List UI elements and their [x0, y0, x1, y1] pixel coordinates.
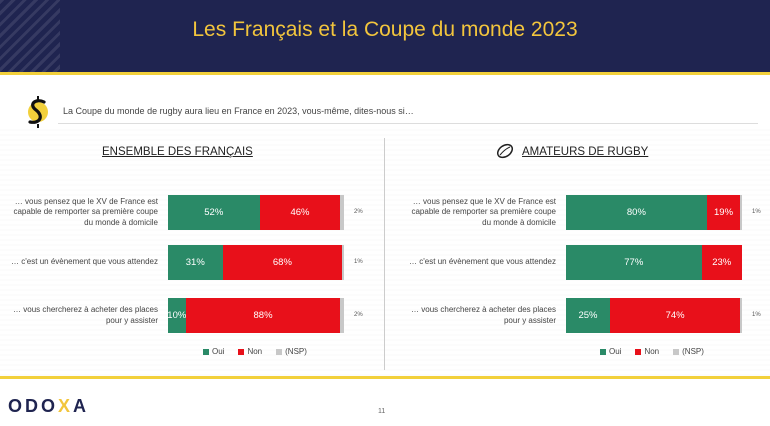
stacked-bar: 25% 74% — [566, 298, 742, 333]
footer-gold-line — [0, 376, 770, 379]
legend-label-non: Non — [644, 347, 660, 356]
category-label-line: pour y assister — [503, 315, 556, 325]
legend-item-oui: Oui — [600, 347, 621, 356]
legend-label-nsp: (NSP) — [682, 347, 704, 356]
bar-segment-oui: 52% — [168, 195, 260, 230]
bar-segment-non: 68% — [222, 245, 343, 280]
legend-swatch-oui — [600, 348, 606, 355]
legend-swatch-non — [635, 348, 642, 355]
category-label-line: capable de remporter sa première coupe — [411, 207, 556, 217]
legend-label-oui: Oui — [609, 347, 622, 356]
bar-segment-nsp — [340, 298, 344, 333]
bar-segment-oui: 80% — [566, 195, 707, 230]
header-banner: Les Français et la Coupe du monde 2023 — [0, 0, 770, 72]
bar-segment-non: 74% — [610, 298, 741, 333]
page-number: 11 — [378, 408, 386, 415]
category-label-line: du monde à domicile — [84, 217, 158, 227]
category-label-line: … vous pensez que le XV de France est — [14, 196, 158, 206]
rugby-ball-icon — [496, 143, 514, 159]
page-title: Les Français et la Coupe du monde 2023 — [192, 18, 578, 41]
survey-question: La Coupe du monde de rugby aura lieu en … — [63, 106, 414, 116]
category-label-line: … vous pensez que le XV de France est — [412, 196, 556, 206]
bar-segment-non: 23% — [701, 245, 742, 280]
legend-label-nsp: (NSP) — [285, 347, 307, 356]
odoxa-s-logo-icon — [28, 96, 48, 128]
bar-segment-oui: 10% — [167, 298, 186, 333]
bar-segment-non: 88% — [185, 298, 341, 333]
legend-item-non: Non — [635, 347, 659, 356]
stacked-bar: 31% 68% — [168, 245, 344, 280]
nsp-data-label: 2% — [354, 208, 363, 215]
stacked-bar: 80% 19% — [566, 195, 742, 230]
bar-segment-nsp — [740, 298, 742, 333]
category-label-line: … c'est un évènement que vous attendez — [11, 257, 158, 267]
legend-item-nsp: (NSP) — [276, 347, 307, 356]
bar-segment-oui: 31% — [168, 245, 223, 280]
nsp-data-label: 1% — [752, 311, 761, 318]
category-label: … vous pensez que le XV de France est cap… — [8, 197, 158, 229]
category-label-line: du monde à domicile — [482, 217, 556, 227]
odoxa-logo: ODOXA — [8, 396, 89, 417]
legend-item-oui: Oui — [203, 347, 224, 356]
category-label: … c'est un évènement que vous attendez — [406, 257, 556, 268]
bar-segment-nsp — [342, 245, 344, 280]
legend-swatch-oui — [203, 348, 209, 355]
nsp-data-label: 2% — [354, 311, 363, 318]
legend-swatch-nsp — [673, 348, 680, 355]
panel-title-amateurs: AMATEURS DE RUGBY — [522, 146, 649, 158]
stacked-bar: 52% 46% — [168, 195, 344, 230]
panel-divider — [384, 138, 385, 370]
question-underline — [58, 123, 758, 124]
category-label-line: … vous chercherez à acheter des places — [411, 305, 556, 314]
panel-title-ensemble: ENSEMBLE DES FRANÇAIS — [102, 146, 253, 158]
category-label: … vous pensez que le XV de France est cap… — [406, 197, 556, 229]
bar-segment-nsp — [340, 195, 344, 230]
legend-label-oui: Oui — [212, 347, 225, 356]
category-label-line: … c'est un évènement que vous attendez — [409, 257, 556, 267]
category-label: … vous chercherez à acheter des places po… — [406, 305, 556, 326]
legend-right: Oui Non (NSP) — [600, 347, 718, 356]
legend-swatch-non — [238, 348, 245, 355]
bar-segment-oui: 25% — [566, 298, 610, 333]
logo-text-suffix: A — [73, 396, 90, 416]
header-gold-line — [0, 72, 770, 75]
category-label-line: pour y assister — [105, 315, 158, 325]
legend-left: Oui Non (NSP) — [203, 347, 321, 356]
legend-item-non: Non — [238, 347, 262, 356]
category-label: … c'est un évènement que vous attendez — [8, 257, 158, 268]
header-stripe-pattern — [0, 0, 60, 72]
bar-segment-non: 46% — [259, 195, 341, 230]
nsp-data-label: 1% — [752, 208, 761, 215]
legend-swatch-nsp — [276, 348, 283, 355]
category-label: … vous chercherez à acheter des places po… — [8, 305, 158, 326]
bar-segment-oui: 77% — [566, 245, 702, 280]
legend-item-nsp: (NSP) — [673, 347, 704, 356]
stacked-bar: 10% 88% — [167, 298, 344, 333]
logo-text-prefix: ODO — [8, 396, 59, 416]
nsp-data-label: 1% — [354, 258, 363, 265]
bar-segment-non: 19% — [706, 195, 741, 230]
bar-segment-nsp — [740, 195, 742, 230]
logo-text-x: X — [58, 396, 74, 416]
category-label-line: capable de remporter sa première coupe — [13, 207, 158, 217]
legend-label-non: Non — [247, 347, 263, 356]
category-label-line: … vous chercherez à acheter des places — [13, 305, 158, 314]
stacked-bar: 77% 23% — [566, 245, 742, 280]
